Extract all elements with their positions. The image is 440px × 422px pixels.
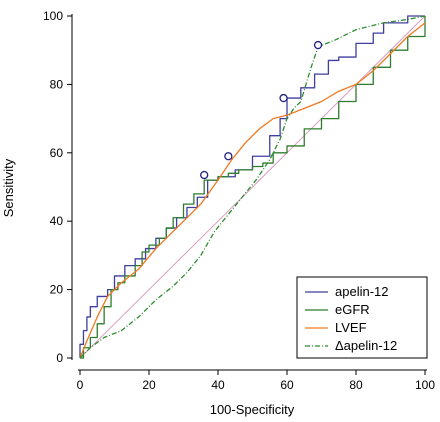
x-tick-label: 100	[415, 378, 435, 392]
legend-box	[296, 276, 428, 359]
series-layer	[79, 15, 426, 359]
y-axis: 0 20 40 60 80 100	[43, 9, 72, 365]
x-tick-label: 60	[280, 378, 294, 392]
plot-frame	[71, 14, 427, 371]
x-axis-title: 100-Specificity	[210, 402, 295, 417]
legend: apelin-12 eGFR LVEF Δapelin-12	[296, 276, 428, 359]
y-tick-label: 0	[56, 351, 63, 365]
legend-label-3: Δapelin-12	[335, 338, 397, 353]
criterion-marker	[313, 40, 323, 50]
reference-line	[79, 15, 426, 359]
marker-layer	[200, 40, 323, 180]
criterion-marker	[279, 93, 288, 103]
x-tick-label: 0	[77, 378, 84, 392]
y-tick-label: 80	[50, 77, 64, 91]
y-tick-label: 20	[50, 283, 64, 297]
x-axis: 0 20 40 60 80 100	[77, 370, 435, 392]
series-line-1	[80, 16, 426, 359]
legend-label-0: apelin-12	[335, 284, 389, 299]
criterion-marker	[224, 152, 233, 161]
y-tick-label: 100	[43, 9, 63, 23]
series-line-2	[79, 22, 426, 359]
reference-diagonal	[79, 15, 426, 359]
x-tick-label: 20	[142, 378, 156, 392]
legend-label-2: LVEF	[335, 320, 367, 335]
y-axis-title: Sensitivity	[1, 158, 16, 217]
criterion-marker	[200, 170, 209, 180]
y-tick-label: 60	[50, 146, 64, 160]
y-tick-label: 40	[50, 214, 64, 228]
x-tick-label: 80	[349, 378, 363, 392]
legend-label-1: eGFR	[335, 302, 370, 317]
x-tick-label: 40	[211, 378, 225, 392]
series-line-3	[79, 15, 426, 359]
